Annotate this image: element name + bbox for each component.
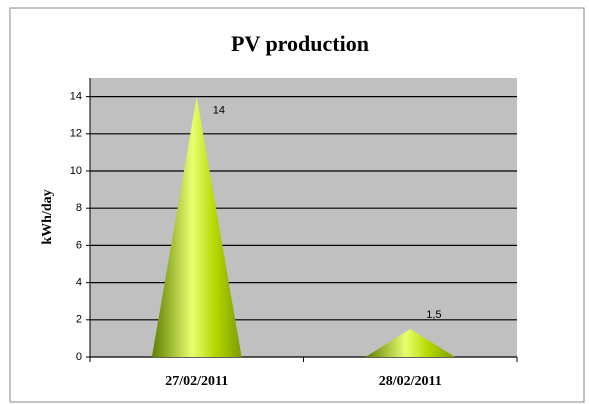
x-tick-label: 28/02/2011 <box>379 374 442 389</box>
y-axis-label: kWh/day <box>40 189 55 244</box>
plot-area <box>90 78 517 357</box>
y-tick-label: 6 <box>76 239 82 251</box>
chart-title: PV production <box>231 31 369 56</box>
bar <box>151 96 242 357</box>
data-label: 14 <box>213 105 225 117</box>
y-tick-label: 2 <box>76 314 82 326</box>
y-tick-label: 12 <box>70 128 82 140</box>
y-tick-label: 14 <box>70 91 82 103</box>
bar <box>365 329 456 357</box>
x-tick-label: 27/02/2011 <box>165 374 228 389</box>
y-tick-label: 8 <box>76 202 82 214</box>
data-label: 1,5 <box>426 309 441 321</box>
y-tick-label: 10 <box>70 165 82 177</box>
y-tick-label: 4 <box>76 277 82 289</box>
y-tick-label: 0 <box>76 351 82 363</box>
